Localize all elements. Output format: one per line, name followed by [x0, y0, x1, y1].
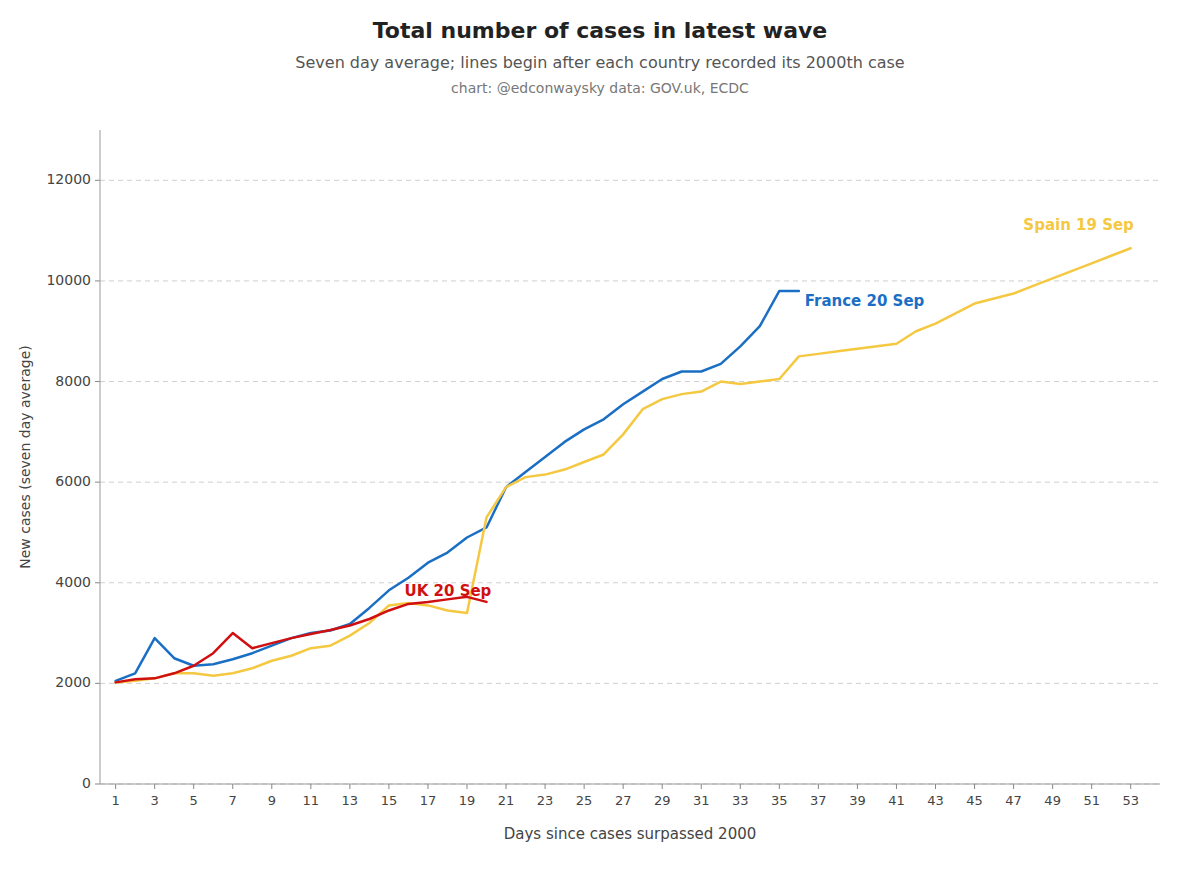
tick-label: 21 [498, 793, 515, 808]
grid [100, 180, 1160, 784]
tick-label: 35 [771, 793, 788, 808]
lines [116, 248, 1131, 682]
y-axis-label: New cases (seven day average) [17, 345, 33, 568]
tick-label: 29 [654, 793, 671, 808]
grid-line [100, 280, 1160, 281]
line-label: UK 20 Sep [405, 582, 492, 600]
tick-mark [349, 784, 350, 789]
tick-label: 7 [229, 793, 237, 808]
line-label: France 20 Sep [805, 292, 925, 310]
tick-label: 0 [82, 775, 91, 791]
tick-mark [857, 784, 858, 789]
tick-label: 12000 [46, 171, 91, 187]
tick-mark [95, 784, 100, 785]
tick-label: 33 [732, 793, 749, 808]
tick-label: 19 [459, 793, 476, 808]
tick-mark [95, 381, 100, 382]
series-line [116, 291, 799, 681]
tick-label: 11 [303, 793, 320, 808]
tick-mark [95, 180, 100, 181]
tick-label: 53 [1122, 793, 1139, 808]
tick-mark [818, 784, 819, 789]
x-axis: 1357911131517192123252729313335373941434… [100, 784, 1160, 808]
tick-mark [466, 784, 467, 789]
tick-label: 10000 [46, 272, 91, 288]
tick-mark [1013, 784, 1014, 789]
tick-label: 51 [1083, 793, 1100, 808]
tick-label: 49 [1044, 793, 1061, 808]
tick-label: 4000 [55, 574, 91, 590]
grid-line [100, 582, 1160, 583]
tick-mark [935, 784, 936, 789]
tick-mark [779, 784, 780, 789]
series-line [116, 248, 1131, 682]
tick-mark [115, 784, 116, 789]
tick-mark [193, 784, 194, 789]
line-label: Spain 19 Sep [1023, 216, 1134, 234]
series-line [116, 597, 487, 683]
tick-label: 1 [111, 793, 119, 808]
tick-label: 3 [151, 793, 159, 808]
line-labels: France 20 Sep Spain 19 Sep UK 20 Sep [405, 216, 1135, 600]
tick-label: 37 [810, 793, 827, 808]
tick-label: 6000 [55, 473, 91, 489]
tick-mark [701, 784, 702, 789]
grid-line [100, 482, 1160, 483]
tick-mark [388, 784, 389, 789]
tick-label: 15 [381, 793, 398, 808]
tick-label: 17 [420, 793, 437, 808]
tick-label: 31 [693, 793, 710, 808]
tick-label: 5 [190, 793, 198, 808]
y-axis: 0 2000 4000 6000 8000 10000 12000 [46, 130, 100, 791]
caption: chart: @edconwaysky data: GOV.uk, ECDC [451, 80, 749, 96]
tick-label: 13 [342, 793, 359, 808]
tick-mark [95, 280, 100, 281]
tick-label: 9 [268, 793, 276, 808]
tick-label: 27 [615, 793, 632, 808]
tick-label: 25 [576, 793, 593, 808]
title: Total number of cases in latest wave [373, 18, 828, 43]
tick-mark [154, 784, 155, 789]
tick-mark [545, 784, 546, 789]
tick-label: 41 [888, 793, 905, 808]
tick-mark [232, 784, 233, 789]
tick-mark [95, 482, 100, 483]
tick-mark [623, 784, 624, 789]
subtitle: Seven day average; lines begin after eac… [295, 53, 904, 72]
grid-line [100, 180, 1160, 181]
tick-label: 47 [1005, 793, 1022, 808]
tick-mark [584, 784, 585, 789]
tick-mark [1052, 784, 1053, 789]
tick-mark [427, 784, 428, 789]
grid-line [100, 683, 1160, 684]
tick-mark [740, 784, 741, 789]
tick-label: 43 [927, 793, 944, 808]
tick-label: 39 [849, 793, 866, 808]
tick-mark [271, 784, 272, 789]
tick-label: 45 [966, 793, 983, 808]
tick-mark [95, 683, 100, 684]
grid-line [100, 381, 1160, 382]
tick-mark [1130, 784, 1131, 789]
tick-mark [896, 784, 897, 789]
tick-mark [662, 784, 663, 789]
x-axis-label: Days since cases surpassed 2000 [504, 825, 757, 843]
grid-line [100, 784, 1160, 785]
axis-line [100, 784, 1160, 785]
tick-mark [506, 784, 507, 789]
tick-mark [95, 582, 100, 583]
tick-mark [310, 784, 311, 789]
tick-label: 23 [537, 793, 554, 808]
tick-mark [1091, 784, 1092, 789]
tick-label: 2000 [55, 674, 91, 690]
chart: Total number of cases in latest wave Seve… [0, 0, 1200, 869]
tick-mark [974, 784, 975, 789]
axis-line [100, 130, 101, 784]
tick-label: 8000 [55, 373, 91, 389]
